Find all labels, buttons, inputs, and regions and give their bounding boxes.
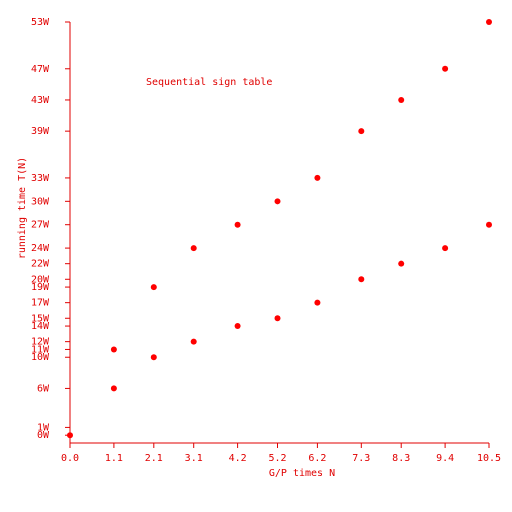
y-tick-label: 27W	[31, 220, 50, 231]
y-tick-label: 10W	[31, 352, 50, 363]
point	[358, 276, 365, 283]
y-tick-label: 15W	[31, 313, 50, 324]
y-tick-label: 24W	[31, 243, 50, 254]
y-tick-label: 0W	[37, 430, 50, 441]
y-tick-label: 11W	[31, 344, 50, 355]
x-tick-label: 7.3	[352, 453, 370, 464]
x-tick-label: 1.1	[105, 453, 123, 464]
y-tick-label: 47W	[31, 64, 50, 75]
y-tick-label: 22W	[31, 259, 50, 270]
point	[234, 221, 241, 228]
point	[358, 128, 365, 135]
y-tick-label: 39W	[31, 126, 50, 137]
point	[398, 260, 405, 267]
y-tick-label: 6W	[37, 383, 50, 394]
point	[442, 65, 449, 72]
point	[234, 323, 241, 330]
point	[274, 198, 281, 205]
x-tick-label: 2.1	[145, 453, 163, 464]
y-tick-label: 14W	[31, 321, 50, 332]
x-tick-label: 6.2	[308, 453, 326, 464]
y-tick-label: 20W	[31, 274, 50, 285]
point	[190, 338, 197, 345]
x-tick-label: 5.2	[268, 453, 286, 464]
point	[486, 19, 492, 25]
x-tick-label: 9.4	[436, 453, 454, 464]
y-tick-label: 19W	[31, 282, 50, 293]
y-tick-label: 1W	[37, 422, 50, 433]
chart-title: Sequential sign table	[146, 77, 272, 88]
y-tick-label: 30W	[31, 196, 50, 207]
point	[190, 245, 197, 252]
point	[314, 299, 321, 306]
x-tick-label: 4.2	[229, 453, 247, 464]
y-tick-label: 43W	[31, 95, 50, 106]
y-axis-label: running time T(N)	[17, 157, 28, 259]
y-tick-label: 17W	[31, 298, 50, 309]
point	[398, 96, 405, 103]
point	[150, 354, 157, 361]
point	[110, 385, 117, 392]
x-tick-label: 10.5	[477, 453, 501, 464]
point	[150, 284, 157, 291]
x-tick-label: 8.3	[392, 453, 410, 464]
y-tick-label: 33W	[31, 173, 50, 184]
x-axis-label: G/P times N	[269, 468, 335, 479]
point	[314, 174, 321, 181]
y-tick-label: 12W	[31, 337, 50, 348]
y-tick-label: 53W	[31, 17, 50, 28]
point	[67, 432, 73, 439]
point	[110, 346, 117, 353]
point	[274, 315, 281, 322]
point	[442, 245, 449, 252]
point	[486, 221, 492, 228]
x-tick-label: 0.0	[61, 453, 79, 464]
x-tick-label: 3.1	[185, 453, 203, 464]
